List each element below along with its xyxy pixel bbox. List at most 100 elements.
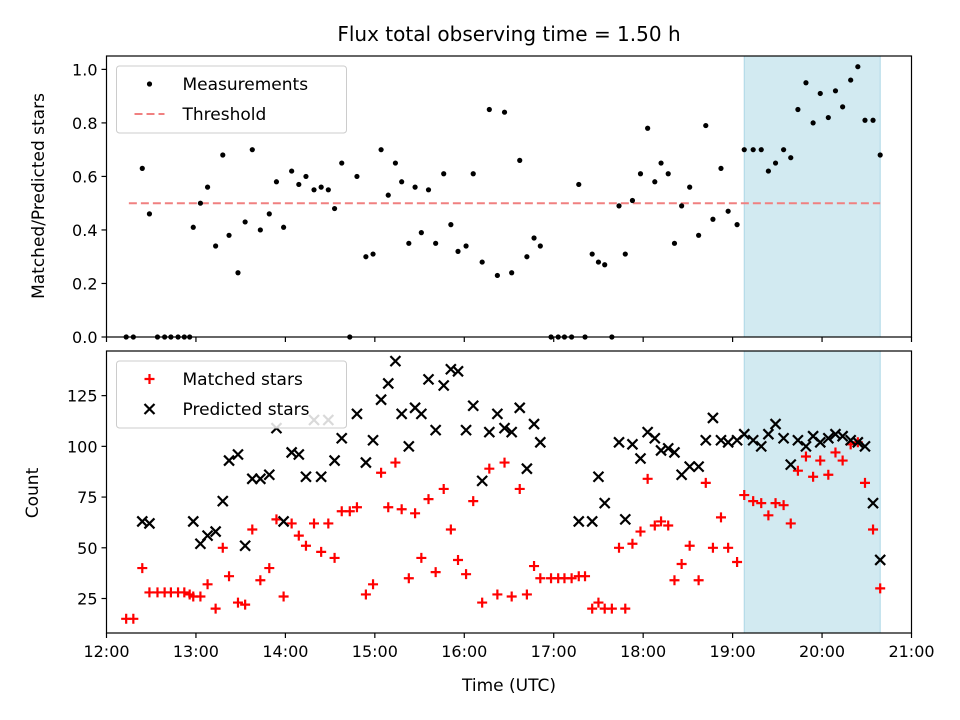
top-point-0-72 xyxy=(645,125,651,131)
bottom-point-1-26 xyxy=(375,393,387,406)
bottom-point-0-79 xyxy=(693,575,704,586)
bottom-point-0-93 xyxy=(800,451,811,462)
top-y-tick-label-2: 0.4 xyxy=(72,221,97,240)
top-legend-box xyxy=(116,65,347,134)
top-point-0-97 xyxy=(832,88,839,94)
x-tick-label-3: 15:00 xyxy=(352,642,398,661)
bottom-point-1-64 xyxy=(692,460,705,473)
bottom-point-0-91 xyxy=(785,518,796,529)
bottom-point-1-38 xyxy=(460,424,472,436)
top-point-0-82 xyxy=(718,165,724,171)
bottom-point-0-33 xyxy=(360,589,371,600)
bottom-point-1-77 xyxy=(792,434,804,447)
bottom-point-1-46 xyxy=(521,462,533,475)
top-point-0-40 xyxy=(412,184,418,190)
bottom-legend-label-1: Predicted stars xyxy=(183,400,310,420)
top-point-0-76 xyxy=(671,240,678,246)
bottom-point-1-43 xyxy=(498,422,511,434)
bottom-point-1-88 xyxy=(874,554,886,566)
top-point-0-90 xyxy=(780,147,787,153)
bottom-y-tick-label-2: 75 xyxy=(77,488,97,507)
bottom-point-0-20 xyxy=(264,563,275,574)
bottom-point-1-6 xyxy=(217,495,229,507)
bottom-point-1-80 xyxy=(814,436,827,449)
bottom-point-0-39 xyxy=(403,573,414,584)
top-point-0-15 xyxy=(226,232,232,238)
top-point-0-34 xyxy=(370,251,376,257)
bottom-point-0-53 xyxy=(506,591,517,602)
bottom-point-0-61 xyxy=(566,573,577,584)
top-legend-label-0: Measurements xyxy=(183,75,309,95)
bottom-point-1-32 xyxy=(415,408,428,420)
bottom-point-0-81 xyxy=(707,542,718,553)
bottom-point-0-85 xyxy=(739,490,750,501)
bottom-point-1-67 xyxy=(715,434,727,447)
x-tick-label-4: 16:00 xyxy=(441,642,487,661)
top-point-0-93 xyxy=(803,80,809,86)
top-point-0-101 xyxy=(862,117,868,123)
bottom-point-1-56 xyxy=(634,452,647,465)
bottom-point-0-29 xyxy=(329,552,340,563)
bottom-point-1-28 xyxy=(389,355,402,367)
bottom-point-0-94 xyxy=(808,471,819,482)
top-legend-swatch-0 xyxy=(146,81,153,87)
bottom-point-0-27 xyxy=(316,546,327,557)
bottom-point-0-77 xyxy=(676,559,687,570)
top-point-0-99 xyxy=(848,77,854,83)
top-point-0-75 xyxy=(665,171,671,177)
bottom-point-1-30 xyxy=(403,440,415,453)
bottom-legend: Matched stars Predicted stars xyxy=(116,360,347,429)
bottom-point-1-23 xyxy=(351,408,363,420)
bottom-point-1-4 xyxy=(201,529,214,542)
top-panel: 0.0 0.2 0.4 0.6 0.8 1.0 Measurements Threshold xyxy=(72,55,913,347)
top-point-0-38 xyxy=(399,179,405,185)
bottom-point-0-86 xyxy=(748,496,759,507)
x-tick-label-1: 13:00 xyxy=(173,642,219,661)
bottom-point-0-26 xyxy=(309,518,320,529)
bottom-y-tick-label-0: 25 xyxy=(77,590,97,609)
bottom-point-1-78 xyxy=(800,440,812,453)
top-point-0-84 xyxy=(734,222,740,228)
top-point-0-68 xyxy=(616,203,622,209)
top-point-0-46 xyxy=(455,248,461,254)
bottom-point-1-59 xyxy=(655,444,667,457)
bottom-point-1-60 xyxy=(662,442,674,455)
top-point-0-37 xyxy=(392,160,399,166)
bottom-point-0-44 xyxy=(438,483,449,494)
bottom-point-0-80 xyxy=(700,477,711,488)
bottom-point-0-8 xyxy=(179,587,190,598)
bottom-point-1-15 xyxy=(285,446,298,459)
bottom-point-0-34 xyxy=(368,579,379,590)
bottom-point-0-95 xyxy=(815,455,826,466)
bottom-point-0-57 xyxy=(535,573,546,584)
bottom-point-1-11 xyxy=(254,473,267,485)
bottom-point-1-87 xyxy=(867,497,879,509)
bottom-point-1-12 xyxy=(263,468,276,481)
top-point-0-70 xyxy=(629,197,636,204)
top-point-0-35 xyxy=(378,147,384,153)
x-tick-label-6: 18:00 xyxy=(620,642,666,661)
bottom-point-0-97 xyxy=(830,447,841,458)
bottom-point-1-27 xyxy=(382,377,395,390)
bottom-point-0-74 xyxy=(656,516,667,527)
bottom-point-0-83 xyxy=(723,542,734,553)
top-point-0-102 xyxy=(870,117,876,123)
bottom-point-0-14 xyxy=(217,542,228,553)
top-point-0-39 xyxy=(406,240,412,246)
bottom-series-predicted-stars xyxy=(136,355,886,566)
bottom-point-1-2 xyxy=(187,515,200,528)
top-point-0-21 xyxy=(273,179,280,185)
bottom-point-0-12 xyxy=(202,579,213,590)
top-point-0-94 xyxy=(810,120,816,126)
top-point-0-77 xyxy=(679,203,685,209)
bottom-point-1-65 xyxy=(700,434,712,447)
top-point-0-52 xyxy=(501,109,508,115)
bottom-point-1-55 xyxy=(626,438,639,451)
bottom-y-tick-label-4: 125 xyxy=(67,387,98,406)
bottom-point-0-78 xyxy=(684,540,695,551)
top-legend-label-1: Threshold xyxy=(182,105,267,125)
top-point-0-29 xyxy=(331,205,338,212)
bottom-point-1-45 xyxy=(513,402,526,414)
top-point-0-73 xyxy=(652,179,658,185)
